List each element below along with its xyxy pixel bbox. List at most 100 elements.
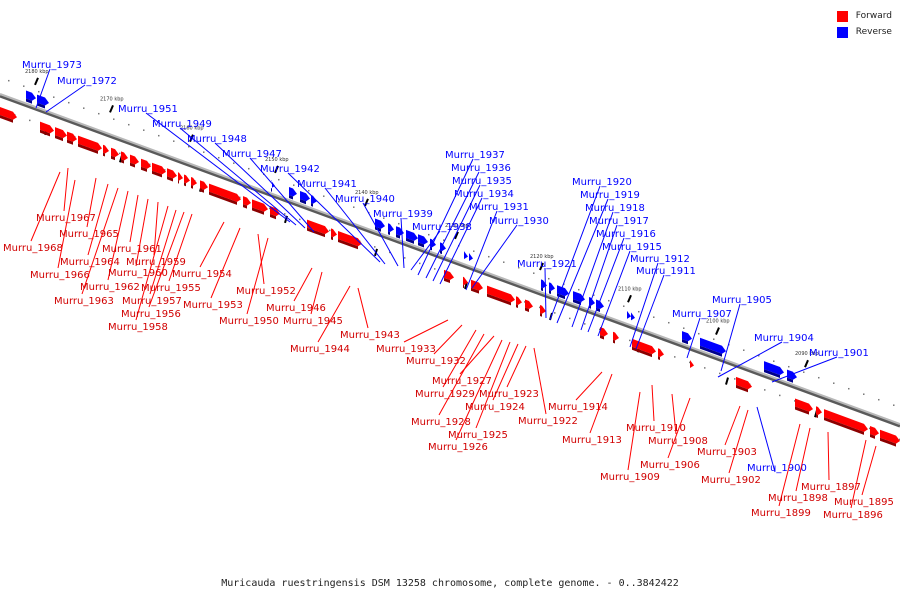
forward-leader-line xyxy=(667,397,691,459)
minor-tick-upper xyxy=(83,107,85,109)
forward-gene-label: Murru_1903 xyxy=(697,447,757,458)
forward-leader-line xyxy=(199,221,225,268)
forward-leader-line xyxy=(861,445,877,496)
forward-gene-label: Murru_1962 xyxy=(80,282,140,293)
reverse-leader-line xyxy=(287,172,381,263)
gene-shadow xyxy=(289,194,293,200)
reverse-gene xyxy=(764,361,784,376)
minor-tick-lower xyxy=(284,213,286,215)
minor-tick-lower xyxy=(734,378,736,380)
forward-leader-line xyxy=(135,205,169,321)
gene-shadow xyxy=(271,188,272,192)
reverse-leader-line xyxy=(471,224,518,289)
gene-shadow xyxy=(141,166,147,172)
reverse-gene-label: Murru_1907 xyxy=(672,309,732,320)
forward-gene xyxy=(200,180,208,190)
reverse-gene xyxy=(700,337,726,354)
reverse-gene-label: Murru_1940 xyxy=(335,194,395,205)
minor-tick-upper xyxy=(518,266,520,269)
gene-shadow xyxy=(632,346,652,358)
forward-gene xyxy=(209,183,241,202)
reverse-gene-label: Murru_1951 xyxy=(118,104,178,115)
gene-shadow xyxy=(736,384,748,393)
minor-tick-upper xyxy=(443,239,445,241)
minor-tick-lower xyxy=(764,389,766,391)
forward-gene-label: Murru_1957 xyxy=(122,296,182,307)
forward-gene-label: Murru_1927 xyxy=(432,376,492,387)
forward-gene xyxy=(0,106,17,120)
forward-gene-label: Murru_1946 xyxy=(266,303,326,314)
reverse-gene-label: Murru_1930 xyxy=(489,216,549,227)
gene-shadow xyxy=(0,114,13,123)
minor-tick-upper xyxy=(683,327,685,329)
minor-tick-upper xyxy=(68,101,70,104)
forward-gene-label: Murru_1959 xyxy=(126,257,186,268)
gene-shadow xyxy=(338,238,358,250)
forward-leader-line xyxy=(778,423,801,507)
minor-tick-upper xyxy=(233,162,235,164)
reverse-gene xyxy=(375,218,385,229)
reverse-gene-label: Murru_1942 xyxy=(260,164,320,175)
gene-shadow xyxy=(600,335,604,340)
major-tick-upper xyxy=(454,231,459,240)
reverse-gene xyxy=(26,90,36,101)
gene-shadow xyxy=(880,437,896,447)
reverse-gene-label: Murru_1901 xyxy=(809,348,869,359)
forward-leader-line xyxy=(850,439,867,509)
minor-tick-upper xyxy=(8,79,10,82)
reverse-leader-line xyxy=(544,267,547,319)
minor-tick-upper xyxy=(353,206,355,208)
minor-tick-upper xyxy=(173,140,175,142)
gene-shadow xyxy=(37,102,45,109)
forward-gene-label: Murru_1910 xyxy=(626,423,686,434)
reverse-gene xyxy=(627,310,631,319)
reverse-gene xyxy=(631,312,635,321)
forward-gene-label: Murru_1944 xyxy=(290,344,350,355)
forward-gene-label: Murru_1955 xyxy=(141,283,201,294)
tick-label: 2120 kbp xyxy=(530,254,554,260)
minor-tick-upper xyxy=(593,294,595,296)
forward-gene xyxy=(444,269,454,281)
forward-gene-label: Murru_1896 xyxy=(823,510,883,521)
forward-gene-label: Murru_1933 xyxy=(376,344,436,355)
forward-gene xyxy=(307,219,329,235)
minor-tick-lower xyxy=(794,400,796,402)
minor-tick-upper xyxy=(758,354,760,357)
minor-tick-upper xyxy=(623,305,625,307)
minor-tick-upper xyxy=(653,316,655,318)
forward-gene-label: Murru_1929 xyxy=(415,389,475,400)
minor-tick-upper xyxy=(818,376,820,379)
gene-shadow xyxy=(26,98,32,104)
forward-gene xyxy=(880,429,900,444)
minor-tick-upper xyxy=(578,288,580,291)
gene-shadow xyxy=(540,313,542,317)
forward-gene-label: Murru_1898 xyxy=(768,493,828,504)
minor-tick-upper xyxy=(773,360,775,362)
forward-leader-line xyxy=(671,393,677,435)
forward-leader-line xyxy=(87,183,109,256)
gene-shadow xyxy=(178,180,179,184)
reverse-gene xyxy=(388,223,394,233)
forward-gene-label: Murru_1897 xyxy=(801,482,861,493)
forward-gene-label: Murru_1925 xyxy=(448,430,508,441)
gene-shadow xyxy=(311,203,313,207)
gene-shadow xyxy=(103,152,105,157)
minor-tick-lower xyxy=(434,268,436,270)
forward-gene-label: Murru_1968 xyxy=(3,243,63,254)
reverse-leader-line xyxy=(35,68,51,109)
reverse-gene-label: Murru_1941 xyxy=(297,179,357,190)
gene-shadow xyxy=(549,290,551,295)
gene-shadow xyxy=(331,236,333,241)
forward-leader-line xyxy=(459,335,495,375)
gene-shadow xyxy=(152,170,162,178)
forward-leader-line xyxy=(168,213,193,282)
major-tick-upper xyxy=(364,198,369,207)
minor-tick-lower xyxy=(704,367,706,369)
minor-tick-upper xyxy=(533,272,535,274)
forward-leader-line xyxy=(246,237,269,315)
gene-shadow xyxy=(658,356,660,361)
gene-shadow xyxy=(787,377,793,383)
minor-tick-lower xyxy=(674,356,676,358)
